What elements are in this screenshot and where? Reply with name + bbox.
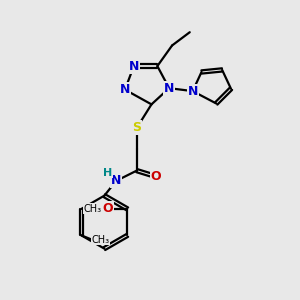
Text: N: N [164, 82, 174, 95]
Text: N: N [111, 174, 121, 188]
Text: S: S [132, 122, 141, 134]
Text: O: O [151, 170, 161, 183]
Text: H: H [103, 168, 112, 178]
Text: CH₃: CH₃ [84, 204, 102, 214]
Text: CH₃: CH₃ [92, 235, 110, 245]
Text: N: N [120, 83, 130, 96]
Text: N: N [129, 60, 139, 73]
Text: O: O [103, 202, 113, 215]
Text: N: N [188, 85, 198, 98]
